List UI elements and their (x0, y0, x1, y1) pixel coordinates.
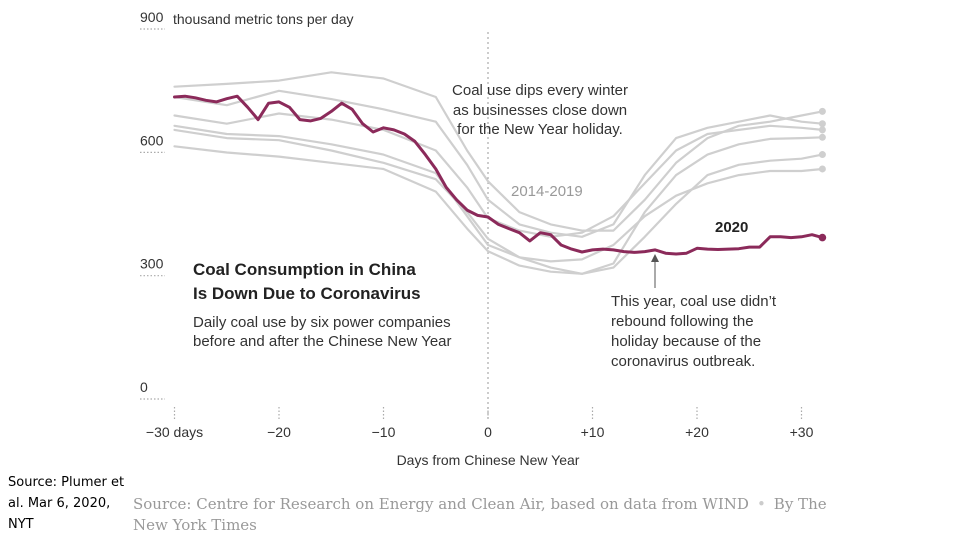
series-end-point-2014-2019-f (818, 165, 826, 173)
period-label: 2014-2019 (511, 183, 583, 200)
series-end-point-2014-2019-b (818, 120, 826, 128)
series-end-point-2014-2019-c (818, 126, 826, 134)
y-tick-label-600: 600 (140, 132, 164, 148)
chart-subtitle-line-1: Daily coal use by six power companies (193, 314, 451, 331)
y-tick-label-900: 900 (140, 9, 164, 25)
y-tick-label-300: 300 (140, 256, 164, 272)
x-tick-label-10: +10 (581, 424, 605, 440)
x-tick-label-30: +30 (790, 424, 814, 440)
series-end-point-2014-2019-d (818, 133, 826, 141)
x-axis-label: Days from Chinese New Year (397, 452, 580, 468)
x-axis: −30 days −20 −10 0 +10 +20 +30 (146, 407, 814, 440)
series-layer (173, 71, 827, 275)
this-year-annotation-line-4: coronavirus outbreak. (611, 353, 755, 370)
byline: By The New York Times (133, 495, 827, 534)
this-year-annotation-line-3: holiday because of the (611, 333, 761, 350)
x-tick-label-20: +20 (685, 424, 709, 440)
separator-dot: • (756, 495, 766, 513)
x-tick-label-0: 0 (484, 424, 492, 440)
chart-title-line-2: Is Down Due to Coronavirus (193, 284, 421, 303)
series-line-2014-2019-a (173, 71, 824, 232)
x-tick-label-30-days: −30 days (146, 424, 203, 440)
y-unit-label: thousand metric tons per day (173, 11, 354, 27)
x-tick-label-20: −20 (267, 424, 291, 440)
source-note: Source: Plumer et al. Mar 6, 2020, NYT (8, 475, 125, 532)
y-tick-label-0: 0 (140, 379, 148, 395)
chart-subtitle-line-2: before and after the Chinese New Year (193, 333, 452, 350)
series-line-2014-2019-f (173, 124, 824, 263)
series-end-point-2020 (818, 233, 827, 242)
series-end-point-2014-2019-e (818, 151, 826, 159)
this-year-annotation-line-2: rebound following the (611, 313, 754, 330)
source-credit: Source: Centre for Research on Energy an… (133, 494, 833, 536)
chart-title-line-1: Coal Consumption in China (193, 260, 416, 279)
series-line-2020 (173, 94, 824, 256)
source-text: Source: Centre for Research on Energy an… (133, 495, 749, 513)
winter-annotation-line-3: for the New Year holiday. (457, 121, 623, 138)
series-line-2014-2019-e (173, 145, 824, 275)
this-year-annotation-line-1: This year, coal use didn’t (611, 293, 777, 310)
series-end-point-2014-2019-a (818, 107, 826, 115)
winter-annotation-line-2: as businesses close down (453, 102, 627, 119)
annotation-arrow-head (651, 254, 659, 262)
x-tick-label-10: −10 (372, 424, 396, 440)
y-axis: 0 300 600 900 (140, 9, 165, 400)
winter-annotation-line-1: Coal use dips every winter (452, 82, 628, 99)
current-year-label: 2020 (715, 219, 748, 236)
series-line-2014-2019-d (173, 128, 824, 275)
series-line-2014-2019-b (173, 89, 824, 238)
